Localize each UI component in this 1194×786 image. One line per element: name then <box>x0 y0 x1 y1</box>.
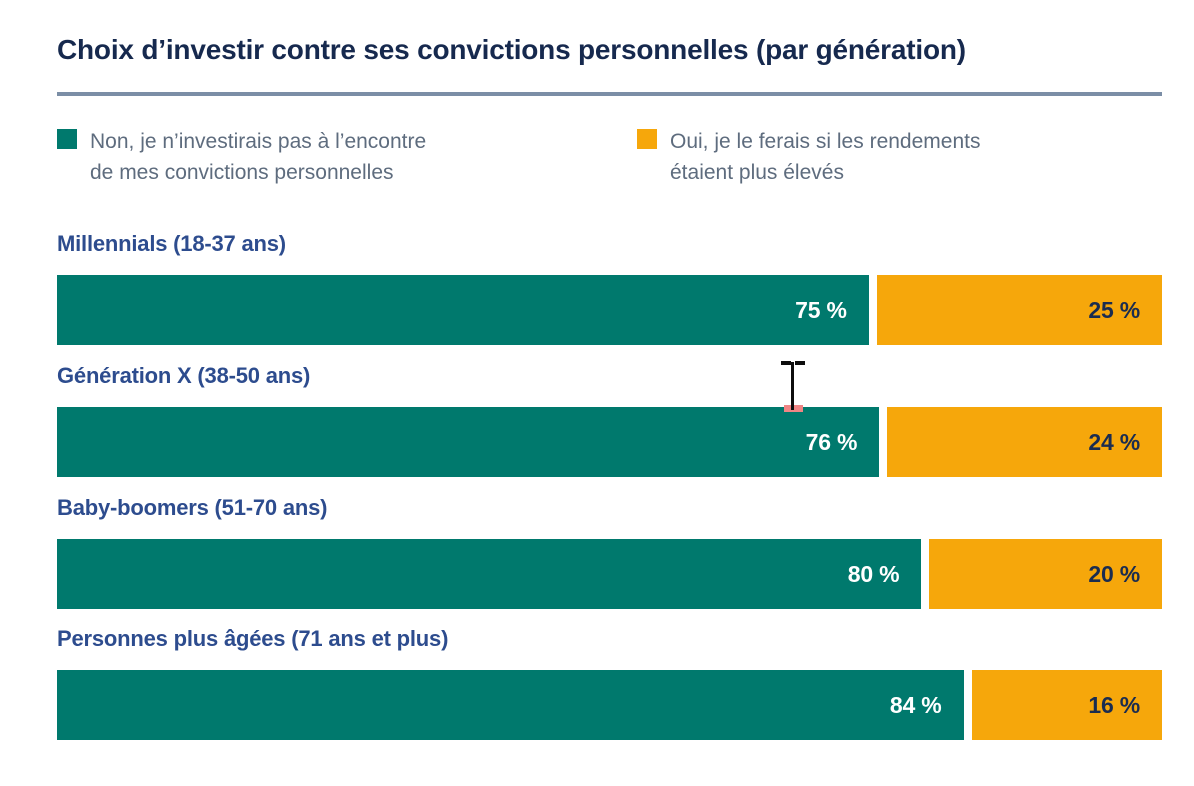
legend-label-oui-line2: étaient plus élevés <box>670 161 844 184</box>
bar-row-label: Personnes plus âgées (71 ans et plus) <box>57 626 449 651</box>
cursor-top-serif-right <box>795 361 805 365</box>
chart-title: Choix d’investir contre ses convictions … <box>57 34 966 65</box>
bar-row-label: Millennials (18-37 ans) <box>57 231 286 256</box>
stacked-bar: 80 % 20 % <box>57 539 1162 609</box>
bar-segment-oui: 25 % <box>876 275 1162 345</box>
bar-segment-oui: 16 % <box>971 670 1162 740</box>
bar-row-personnes-plus-agees: Personnes plus âgées (71 ans et plus) 84… <box>57 625 1162 740</box>
title-divider <box>57 92 1162 96</box>
stacked-bar: 75 % 25 % <box>57 275 1162 345</box>
legend-label-non-line1: Non, je n’investirais pas à l’encontre <box>90 130 427 153</box>
bar-row-label: Baby-boomers (51-70 ans) <box>57 495 328 520</box>
bar-segment-oui: 20 % <box>929 539 1162 609</box>
cursor-top-serif-left <box>781 361 791 365</box>
bar-segment-non: 76 % <box>57 407 880 477</box>
legend-label-non: Non, je n’investirais pas à l’encontre d… <box>90 126 426 188</box>
cursor-stem <box>791 362 794 410</box>
stacked-bar: 76 % 24 % <box>57 407 1162 477</box>
bar-segment-oui: 24 % <box>887 407 1162 477</box>
bar-segment-non: 84 % <box>57 670 964 740</box>
legend-label-oui: Oui, je le ferais si les rendements étai… <box>670 126 980 188</box>
legend-swatch-oui <box>637 129 657 149</box>
bar-row-baby-boomers: Baby-boomers (51-70 ans) 80 % 20 % <box>57 494 1162 609</box>
stacked-bar: 84 % 16 % <box>57 670 1162 740</box>
legend-item-oui: Oui, je le ferais si les rendements étai… <box>637 126 980 188</box>
bar-row-millennials: Millennials (18-37 ans) 75 % 25 % <box>57 230 1162 345</box>
legend-label-non-line2: de mes convictions personnelles <box>90 161 394 184</box>
legend-label-oui-line1: Oui, je le ferais si les rendements <box>670 130 981 153</box>
text-ibeam-cursor <box>781 361 805 412</box>
bar-segment-non: 75 % <box>57 275 869 345</box>
bar-row-label: Génération X (38-50 ans) <box>57 363 311 388</box>
legend-swatch-non <box>57 129 77 149</box>
bar-segment-non: 80 % <box>57 539 922 609</box>
legend-item-non: Non, je n’investirais pas à l’encontre d… <box>57 126 426 188</box>
bar-row-generation-x: Génération X (38-50 ans) 76 % 24 % <box>57 362 1162 477</box>
